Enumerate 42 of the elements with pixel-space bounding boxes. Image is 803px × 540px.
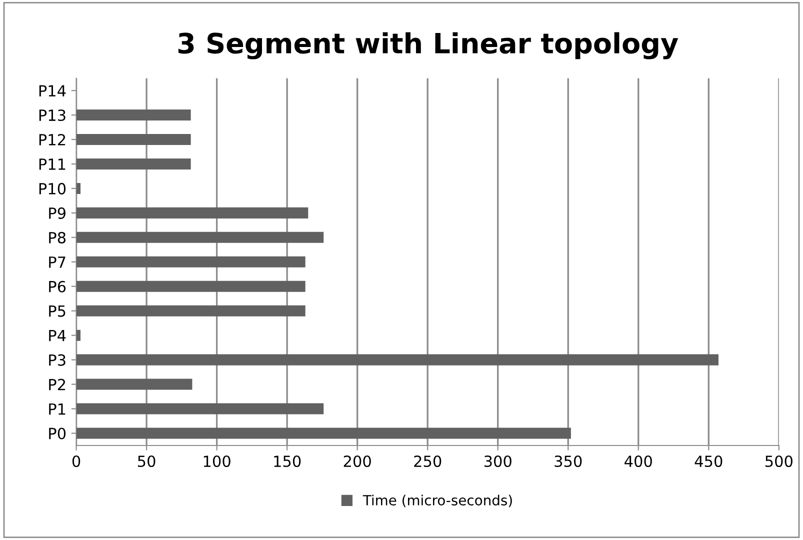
y-tick-label: P8	[49, 232, 66, 244]
y-tick-label: P4	[49, 330, 66, 342]
legend-label: Time (micro-seconds)	[362, 494, 512, 508]
bar	[76, 110, 191, 121]
x-tick-label: 200	[344, 455, 371, 468]
y-tick-label: P12	[39, 134, 66, 146]
x-tick-label: 150	[274, 455, 301, 468]
x-tick-label: 100	[204, 455, 230, 468]
y-tick-label: P1	[49, 403, 66, 415]
x-tick-label: 350	[554, 455, 582, 468]
y-tick-label: P3	[49, 354, 66, 366]
bar	[76, 280, 306, 292]
bar	[76, 378, 192, 390]
bar	[76, 403, 324, 414]
y-tick-label: P5	[49, 306, 66, 317]
x-tick-label: 250	[414, 455, 442, 468]
y-tick-label: P0	[49, 428, 66, 440]
y-tick-label: P11	[39, 158, 66, 170]
bar	[76, 354, 718, 366]
bar	[76, 207, 308, 218]
bar	[76, 158, 191, 170]
bar	[76, 330, 80, 341]
y-tick-label: P7	[49, 256, 66, 268]
x-tick-label: 450	[694, 455, 722, 468]
bar	[76, 428, 571, 439]
x-tick-label: 50	[138, 455, 156, 468]
bar	[76, 305, 306, 316]
y-tick-label: P2	[49, 378, 66, 390]
x-tick-label: 400	[624, 455, 652, 468]
bar	[76, 256, 306, 268]
x-tick-label: 300	[484, 455, 512, 468]
bar	[76, 232, 324, 243]
y-tick-label: P9	[49, 207, 66, 219]
bar	[76, 182, 80, 194]
chart-title: 3 Segment with Linear topology	[178, 32, 678, 60]
x-tick-label: 500	[766, 455, 792, 468]
y-tick-label: P10	[39, 182, 66, 194]
x-tick-label: 0	[72, 455, 80, 468]
y-tick-label: P6	[49, 280, 66, 292]
y-tick-label: P14	[39, 85, 66, 96]
bar	[76, 134, 191, 146]
y-tick-label: P13	[39, 109, 66, 122]
